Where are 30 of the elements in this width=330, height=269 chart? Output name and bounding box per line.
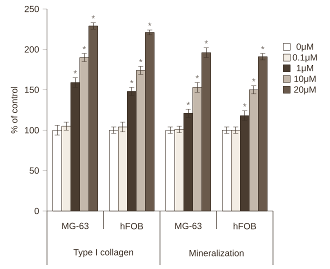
y-tick-label: 0	[34, 208, 39, 214]
legend-label: 20μM	[294, 86, 316, 94]
data-label: *	[252, 78, 256, 82]
y-tick-label: 200	[24, 46, 39, 53]
data-label: *	[74, 70, 77, 74]
data-label: *	[204, 40, 208, 44]
y-tick-label: 250	[24, 6, 39, 12]
x-tick-label: hFOB	[234, 222, 256, 230]
y-tick-label: 100	[24, 127, 39, 134]
x-tick-label: MG-63	[175, 222, 202, 230]
data-label: *	[243, 103, 246, 107]
text: Mineralization	[190, 250, 244, 256]
y-tick-label: 150	[24, 86, 39, 93]
y-axis-title: % of control	[10, 86, 18, 134]
text: Type I collagen	[74, 248, 134, 258]
data-label: *	[196, 75, 199, 78]
data-label: *	[148, 22, 152, 26]
data-label: *	[139, 58, 142, 62]
data-label: *	[92, 15, 95, 19]
x-tick-label: hFOB	[120, 222, 143, 230]
legend-label: 1μM	[296, 64, 314, 73]
legend-label: 10μM	[294, 76, 316, 84]
data-label: *	[130, 80, 134, 84]
legend-label: 0μM	[296, 43, 314, 52]
legend-label: 0.1μM	[292, 54, 317, 62]
data-label: *	[261, 46, 264, 50]
data-label: *	[186, 102, 190, 105]
data-label: *	[82, 46, 86, 50]
x-tick-label: MG-63	[62, 222, 89, 230]
y-tick-label: 50	[30, 167, 39, 174]
